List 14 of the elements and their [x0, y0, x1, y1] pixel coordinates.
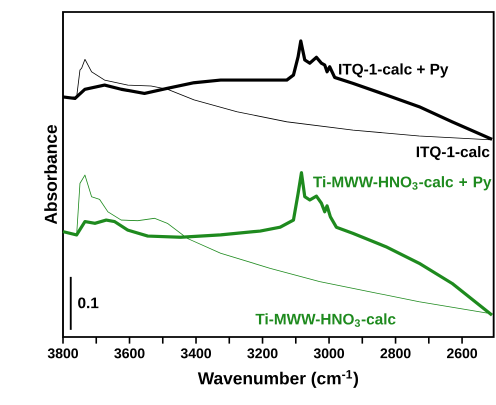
annotation: 0.1 [78, 297, 98, 308]
x-tick-label: 3000 [314, 348, 344, 358]
x-tick-label: 3600 [114, 348, 145, 358]
series-label: ITQ-1-calc [416, 146, 490, 160]
series-label: Ti-MWW-HNO$_{3}$-calc [256, 313, 396, 327]
x-axis-title: Wavenumber (cm$^{-1}$) [198, 370, 358, 388]
y-axis-title: Absorbance [44, 125, 57, 224]
series-label: Ti-MWW-HNO$_{3}$-calc + Py [313, 176, 492, 190]
x-tick-label: 2600 [446, 348, 478, 358]
series-label: ITQ-1-calc + Py [339, 63, 448, 78]
x-tick-label: 3800 [48, 348, 78, 358]
x-tick-label: 2800 [380, 348, 411, 358]
x-tick-label: 3400 [180, 348, 212, 358]
x-tick-label: 3200 [247, 348, 278, 358]
